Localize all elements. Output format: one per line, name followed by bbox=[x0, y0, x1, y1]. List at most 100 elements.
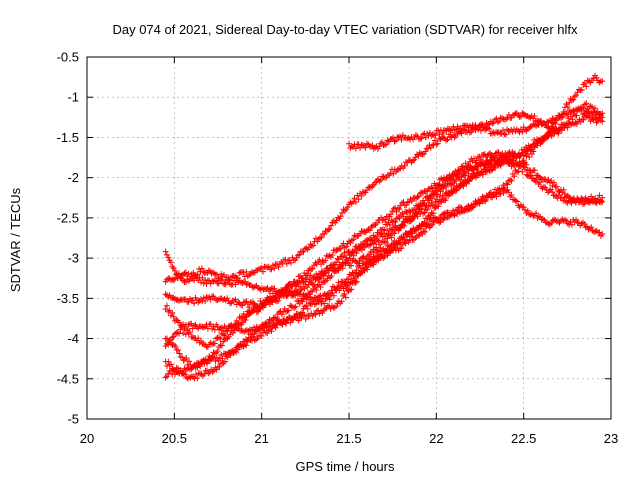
data-point bbox=[251, 331, 258, 338]
data-point bbox=[312, 259, 319, 266]
data-point bbox=[511, 173, 518, 180]
data-point bbox=[186, 329, 193, 336]
data-point bbox=[163, 302, 170, 309]
data-point bbox=[457, 183, 464, 190]
data-point bbox=[200, 280, 207, 287]
data-point bbox=[240, 311, 247, 318]
data-point bbox=[476, 123, 483, 130]
data-point bbox=[355, 196, 362, 203]
data-point bbox=[441, 197, 448, 204]
data-point bbox=[303, 293, 310, 300]
data-point bbox=[221, 358, 228, 365]
data-point bbox=[557, 114, 564, 121]
data-point bbox=[350, 236, 357, 243]
data-point bbox=[202, 298, 209, 305]
data-point bbox=[434, 140, 441, 147]
data-point bbox=[172, 295, 179, 302]
data-point bbox=[491, 130, 498, 137]
data-point bbox=[431, 190, 438, 197]
data-point bbox=[573, 216, 580, 223]
data-point bbox=[599, 78, 606, 85]
data-point bbox=[596, 79, 603, 86]
data-point bbox=[575, 105, 582, 112]
data-point bbox=[194, 375, 201, 382]
data-point bbox=[540, 184, 547, 191]
data-point bbox=[442, 127, 449, 134]
data-point bbox=[209, 341, 216, 348]
data-point bbox=[231, 297, 238, 304]
data-point bbox=[336, 287, 343, 294]
data-point bbox=[539, 185, 546, 192]
data-point bbox=[283, 293, 290, 300]
data-point bbox=[369, 222, 376, 229]
data-point bbox=[297, 279, 304, 286]
data-point bbox=[384, 235, 391, 242]
data-point bbox=[272, 324, 279, 331]
data-point bbox=[275, 264, 282, 271]
y-axis-label: SDTVAR / TECUs bbox=[8, 187, 23, 292]
data-point bbox=[370, 232, 377, 239]
data-point bbox=[361, 228, 368, 235]
y-tick-label: -2 bbox=[67, 170, 79, 185]
data-point bbox=[394, 205, 401, 212]
data-point bbox=[394, 166, 401, 173]
data-point bbox=[410, 213, 417, 220]
data-point bbox=[283, 260, 290, 267]
data-point bbox=[411, 227, 418, 234]
data-point bbox=[294, 252, 301, 259]
data-point bbox=[414, 225, 421, 232]
data-point bbox=[198, 265, 205, 272]
data-point bbox=[588, 110, 595, 117]
data-point bbox=[593, 200, 600, 207]
data-point bbox=[539, 136, 546, 143]
data-point bbox=[449, 189, 456, 196]
data-point bbox=[169, 310, 176, 317]
data-point bbox=[590, 109, 597, 116]
data-point bbox=[353, 259, 360, 266]
data-point bbox=[335, 279, 342, 286]
data-point bbox=[579, 201, 586, 208]
data-point bbox=[477, 127, 484, 134]
data-point bbox=[453, 187, 460, 194]
data-point bbox=[162, 306, 169, 313]
data-point bbox=[431, 137, 438, 144]
y-tick-label: -1.5 bbox=[57, 130, 79, 145]
data-point bbox=[253, 336, 260, 343]
data-point bbox=[429, 142, 436, 149]
data-point bbox=[573, 112, 580, 119]
data-point bbox=[443, 137, 450, 144]
data-point bbox=[404, 199, 411, 206]
data-point bbox=[578, 196, 585, 203]
data-point bbox=[260, 268, 267, 275]
data-point bbox=[226, 300, 233, 307]
data-point bbox=[585, 198, 592, 205]
data-point bbox=[313, 287, 320, 294]
data-point bbox=[592, 228, 599, 235]
data-point bbox=[392, 219, 399, 226]
data-point bbox=[306, 278, 313, 285]
data-point bbox=[376, 178, 383, 185]
data-point bbox=[524, 207, 531, 214]
data-point bbox=[304, 272, 311, 279]
data-point bbox=[367, 241, 374, 248]
data-point bbox=[590, 198, 597, 205]
data-point bbox=[398, 222, 405, 229]
data-point bbox=[352, 279, 359, 286]
data-point bbox=[579, 219, 586, 226]
data-point bbox=[564, 220, 571, 227]
data-point bbox=[220, 360, 227, 367]
data-point bbox=[473, 172, 480, 179]
data-point bbox=[493, 193, 500, 200]
data-point bbox=[501, 130, 508, 137]
data-point bbox=[271, 285, 278, 292]
data-point bbox=[534, 172, 541, 179]
data-point bbox=[257, 305, 264, 312]
data-point bbox=[320, 273, 327, 280]
data-point bbox=[336, 215, 343, 222]
data-point bbox=[530, 212, 537, 219]
data-point bbox=[411, 206, 418, 213]
data-point bbox=[531, 112, 538, 119]
data-point bbox=[504, 186, 511, 193]
data-point bbox=[559, 189, 566, 196]
data-point bbox=[317, 297, 324, 304]
